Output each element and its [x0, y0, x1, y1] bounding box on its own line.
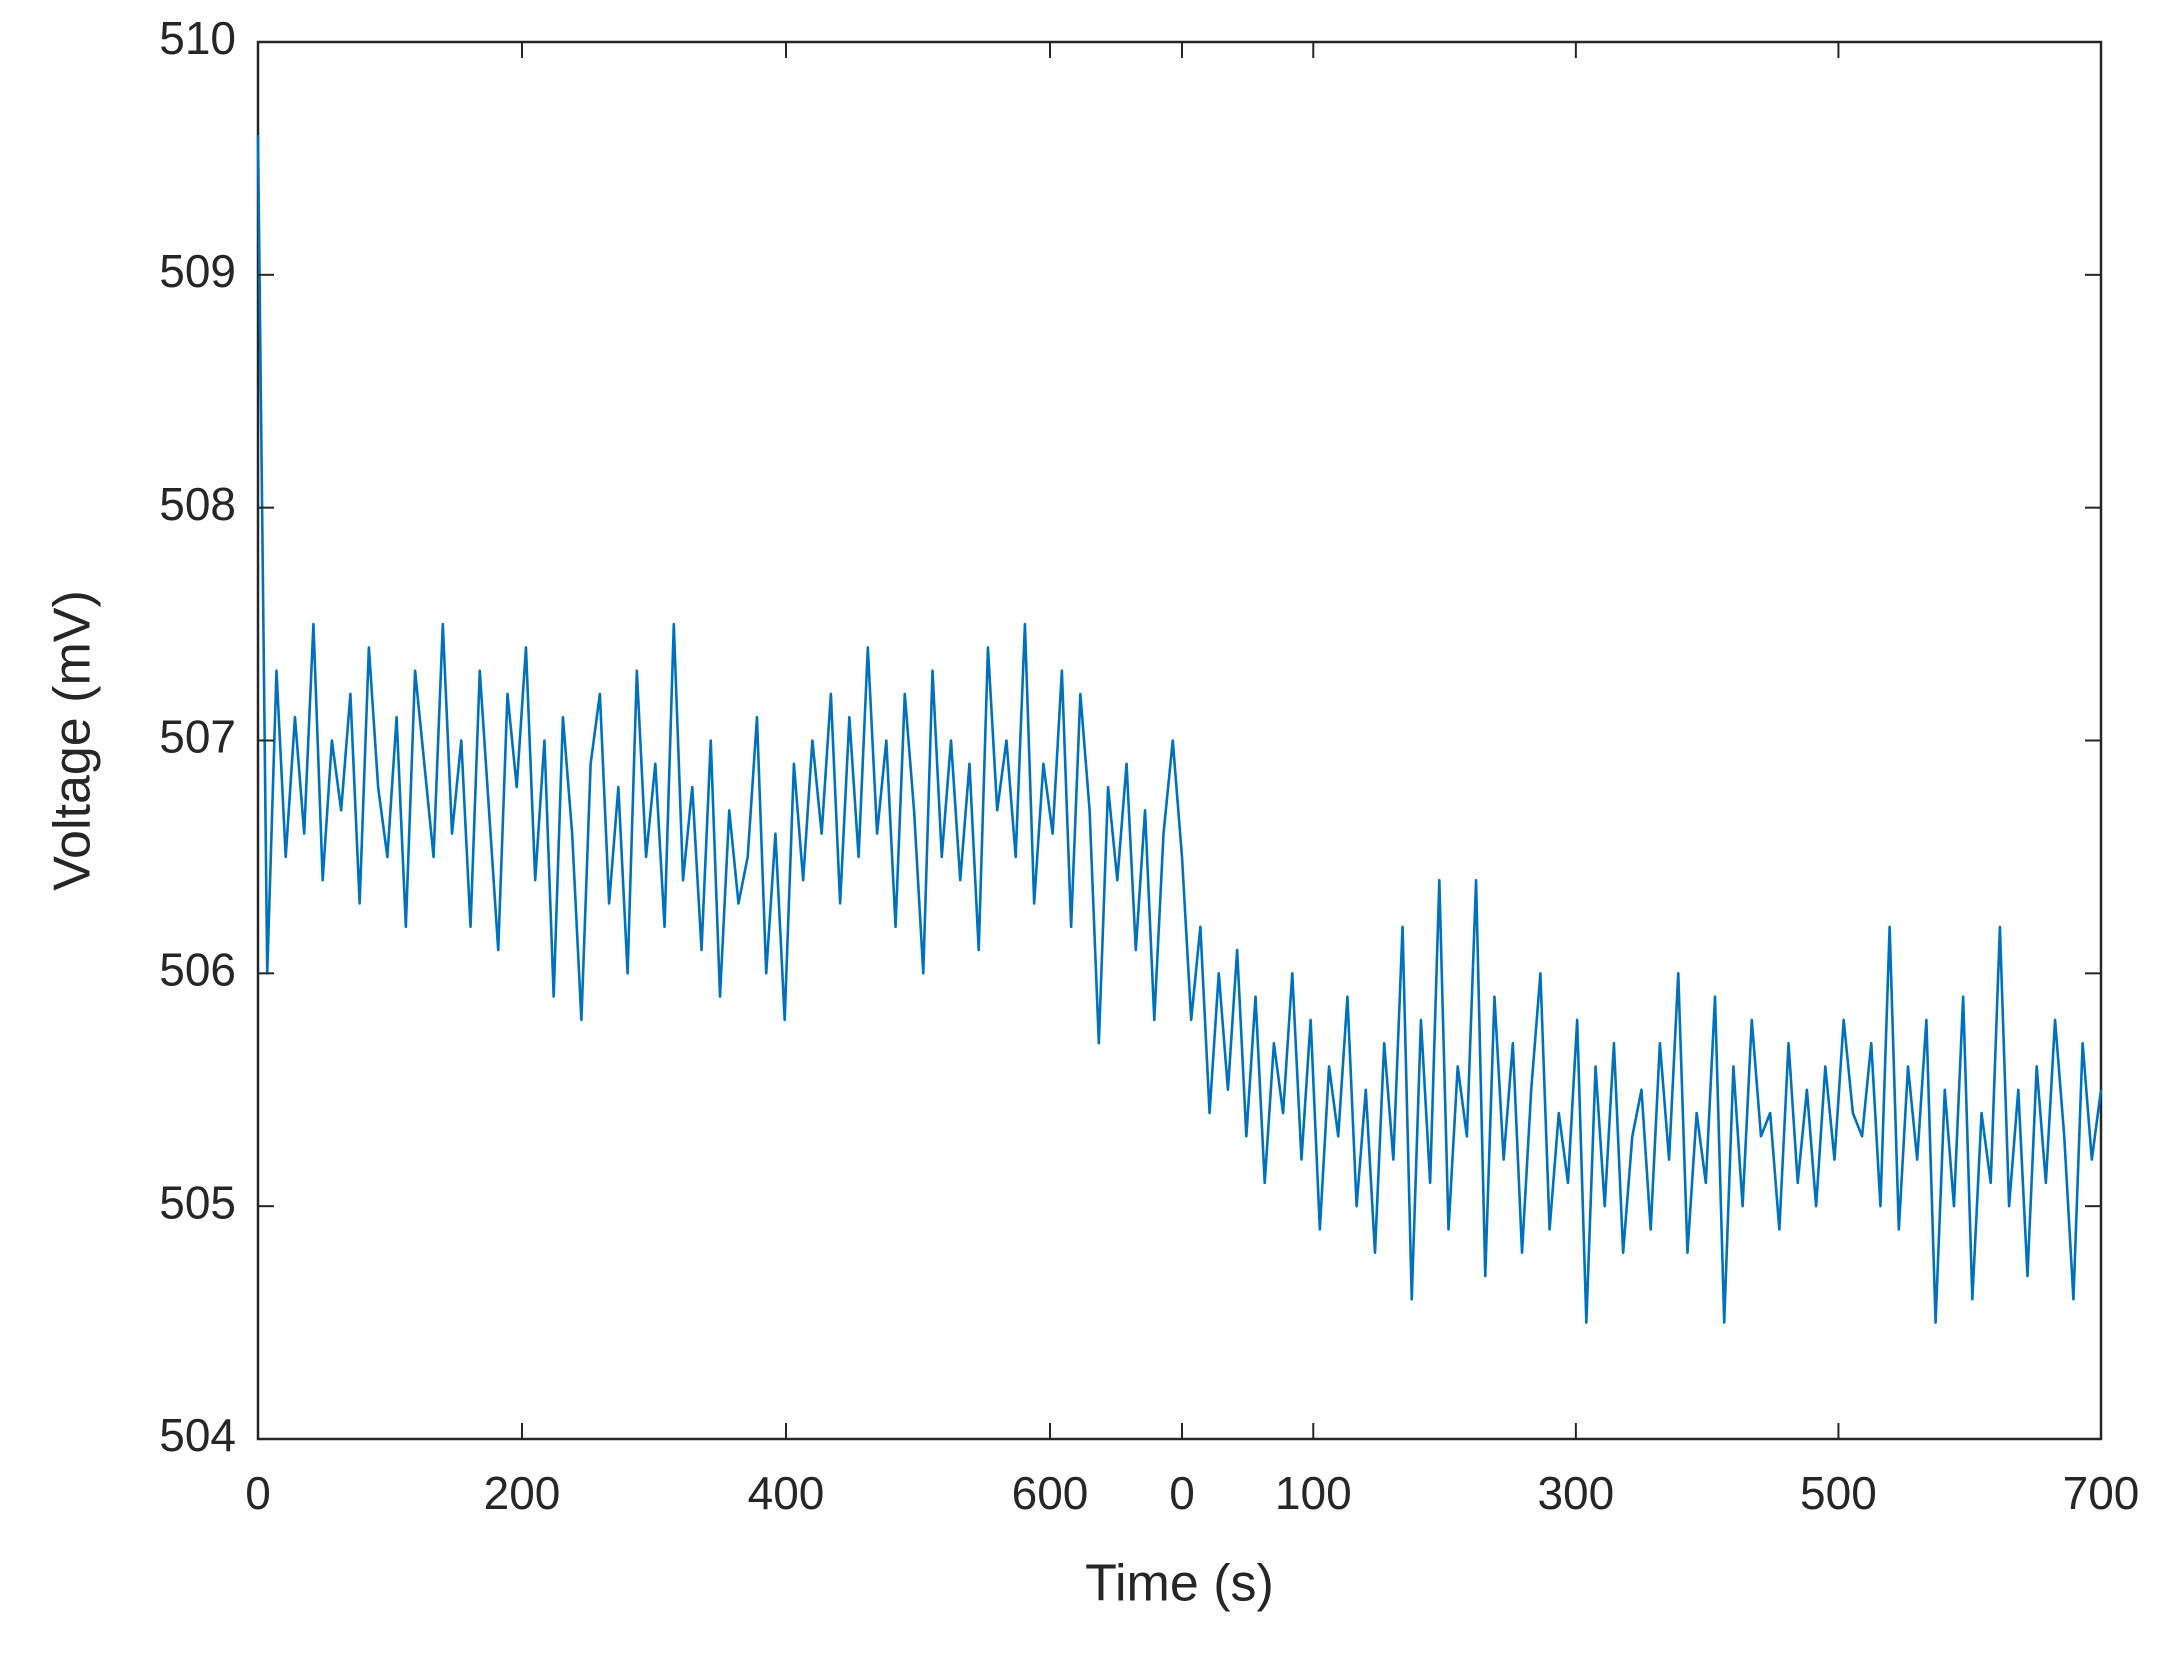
x-tick-label: 700 — [2063, 1467, 2140, 1519]
x-axis-title: Time (s) — [1085, 1555, 1274, 1613]
y-tick-label: 505 — [159, 1176, 236, 1228]
data-line — [256, 135, 1184, 1045]
y-tick-label: 506 — [159, 943, 236, 995]
y-tick-label: 510 — [159, 12, 236, 64]
y-tick-label: 504 — [159, 1409, 236, 1461]
x-tick-label: 0 — [1169, 1467, 1195, 1519]
y-tick-label: 508 — [159, 478, 236, 530]
y-tick-label: 509 — [159, 245, 236, 297]
x-tick-label: 400 — [748, 1467, 825, 1519]
x-tick-label: 100 — [1275, 1467, 1352, 1519]
x-tick-label: 500 — [1800, 1467, 1877, 1519]
plot-frame — [256, 40, 2103, 1441]
x-tick-label: 300 — [1537, 1467, 1614, 1519]
y-tick-label: 507 — [159, 711, 236, 763]
x-tick-label: 600 — [1012, 1467, 1089, 1519]
x-tick-label: 200 — [484, 1467, 561, 1519]
data-line — [1180, 856, 2103, 1324]
y-axis-title: Voltage (mV) — [44, 590, 102, 891]
x-tick-label: 0 — [245, 1467, 271, 1519]
